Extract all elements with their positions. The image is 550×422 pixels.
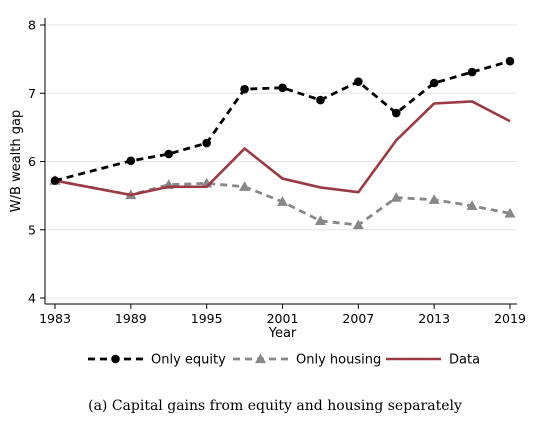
point-only-equity: [316, 95, 325, 105]
series-data: [54, 100, 511, 197]
figure-caption: (a) Capital gains from equity and housin…: [88, 398, 462, 414]
point-only-equity: [505, 56, 515, 66]
point-only-equity: [391, 108, 401, 118]
point-only-housing: [239, 181, 251, 191]
point-only-housing: [277, 196, 288, 206]
line-data: [54, 100, 511, 197]
y-tick-label: 6: [28, 154, 36, 169]
x-tick-label: 2019: [494, 311, 526, 326]
point-only-housing: [390, 192, 402, 202]
y-ticks: 4 5 6 7 8: [28, 18, 45, 306]
point-only-equity: [126, 156, 136, 166]
point-only-housing: [466, 200, 478, 210]
x-tick-label: 1989: [115, 311, 147, 326]
line-only-housing: [54, 179, 511, 227]
y-tick-label: 8: [28, 18, 36, 33]
legend-marker-only-housing: [255, 353, 266, 364]
legend-label-only-housing: Only housing: [296, 353, 381, 368]
line-only-equity: [54, 59, 511, 182]
point-only-equity: [50, 176, 60, 185]
series: [49, 56, 516, 230]
series-only-equity: [50, 56, 515, 185]
series-only-housing: [49, 175, 516, 230]
point-only-equity: [202, 138, 211, 148]
point-only-equity: [164, 149, 174, 159]
legend-label-data: Data: [449, 353, 480, 368]
x-tick-label: 2007: [342, 311, 374, 326]
legend-label-only-equity: Only equity: [151, 353, 226, 368]
point-only-equity: [240, 84, 249, 94]
y-tick-label: 5: [28, 222, 36, 237]
gridlines: [45, 24, 517, 299]
point-only-housing: [504, 207, 516, 218]
chart-svg: 4 5 6 7 8 1983 1989 1995 2001 2007 2013 2019 W/B w…: [9, 18, 526, 368]
point-only-equity: [278, 83, 287, 93]
x-ticks: 1983 1989 1995 2001 2007 2013 2019: [39, 304, 526, 326]
point-only-housing: [428, 194, 440, 204]
x-tick-label: 2001: [267, 311, 299, 326]
legend-item-data: Data: [386, 353, 480, 368]
y-tick-label: 4: [28, 291, 36, 306]
legend-item-only-housing: Only housing: [233, 353, 381, 368]
point-only-housing: [352, 219, 364, 230]
x-tick-label: 1983: [39, 311, 71, 326]
legend: Only equity Only housing Data: [88, 353, 480, 368]
point-only-equity: [467, 67, 477, 77]
point-only-housing: [314, 215, 326, 226]
y-axis-title: W/B wealth gap: [9, 110, 24, 212]
x-tick-label: 1995: [191, 311, 223, 326]
legend-item-only-equity: Only equity: [88, 353, 226, 368]
x-axis-title: Year: [268, 326, 297, 341]
point-only-equity: [354, 77, 363, 86]
x-tick-label: 2013: [418, 311, 450, 326]
y-tick-label: 7: [28, 86, 36, 101]
legend-marker-only-equity: [111, 354, 120, 364]
point-only-equity: [429, 78, 439, 88]
